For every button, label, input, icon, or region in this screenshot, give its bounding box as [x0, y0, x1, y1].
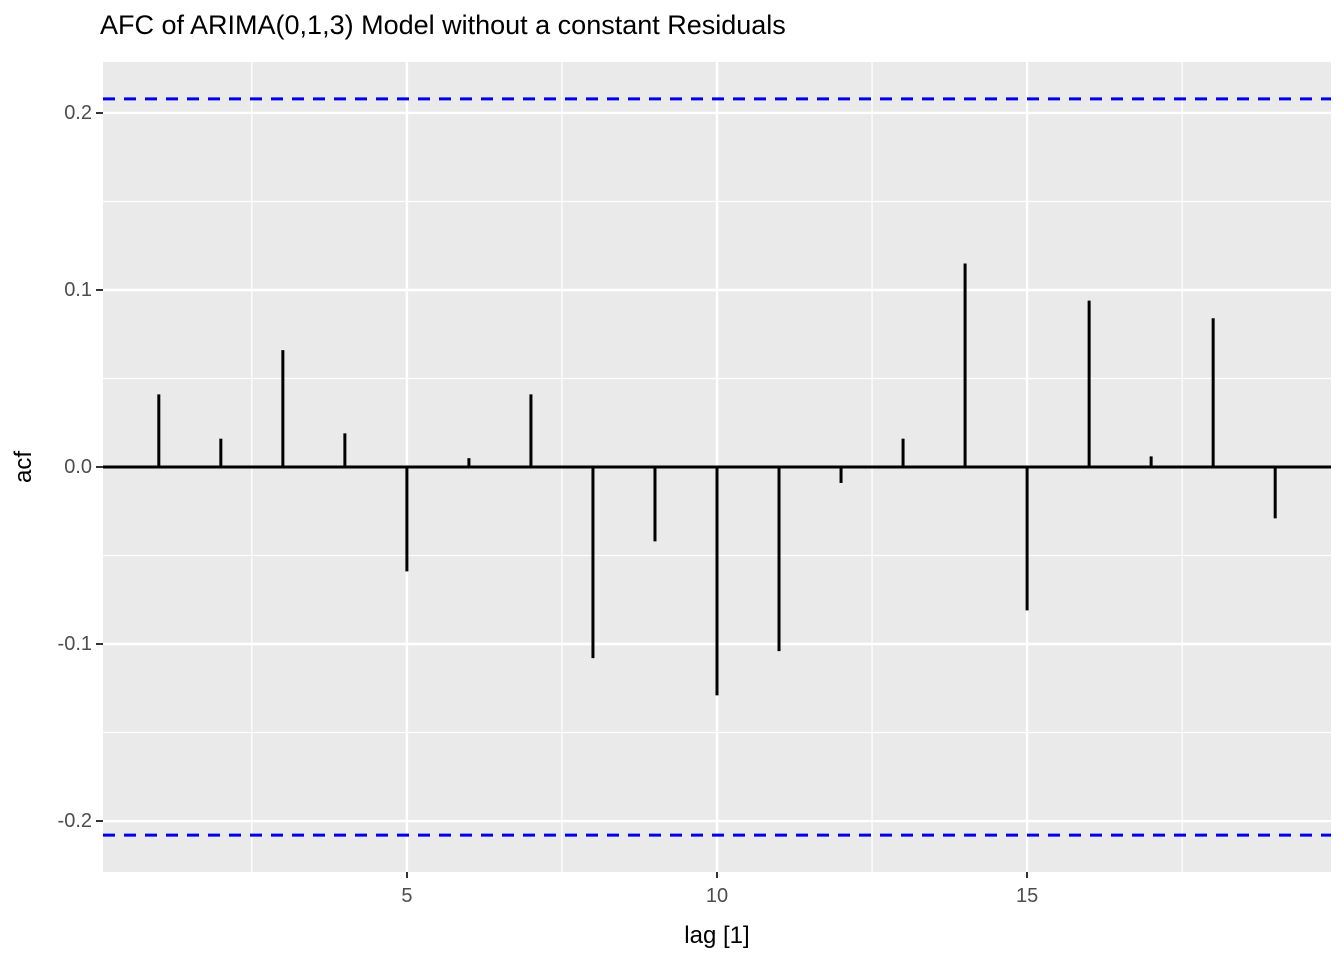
- y-tick-mark: [96, 466, 103, 468]
- x-tick-label: 5: [401, 885, 413, 907]
- y-tick-label: 0.2: [64, 101, 92, 124]
- x-tick-label: 10: [705, 885, 729, 907]
- x-axis-title: lag [1]: [684, 922, 750, 949]
- y-tick-label: -0.1: [57, 633, 92, 655]
- x-tick-label: 15: [1015, 885, 1039, 907]
- y-tick-mark: [96, 820, 103, 823]
- chart-title: AFC of ARIMA(0,1,3) Model without a cons…: [100, 10, 786, 40]
- x-tick-mark: [716, 872, 718, 878]
- plot-area-svg: [103, 62, 1331, 872]
- x-tick-mark: [1026, 872, 1029, 878]
- plot-panel: [103, 62, 1331, 872]
- y-tick-mark: [96, 288, 103, 291]
- y-tick-mark: [96, 111, 103, 114]
- y-tick-label: -0.2: [57, 810, 92, 833]
- y-tick-mark: [96, 643, 103, 645]
- y-tick-label: 0.0: [64, 456, 92, 478]
- y-tick-label: 0.1: [64, 278, 92, 301]
- x-tick-mark: [405, 872, 408, 878]
